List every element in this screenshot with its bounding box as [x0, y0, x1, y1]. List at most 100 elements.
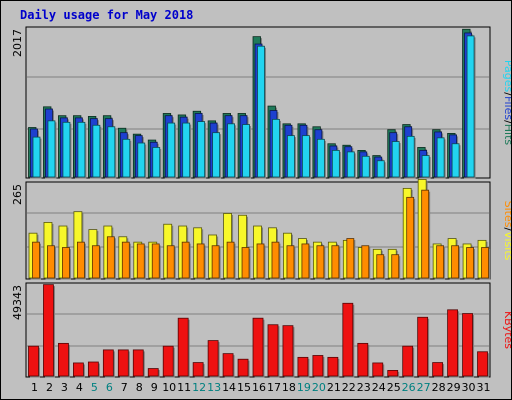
bar-pages-day-4	[77, 121, 86, 178]
bar-kbytes-day-3	[58, 342, 69, 377]
x-tick-label-day-9: 9	[151, 381, 158, 394]
bar-sites-day-26	[406, 196, 415, 279]
bar-sites-day-20	[316, 245, 325, 279]
bar-pages-day-10	[167, 122, 176, 178]
legend-hits-files-pages: Pages/Files/Hits	[502, 60, 511, 146]
bar-sites-day-5	[91, 245, 100, 279]
x-tick-label-day-23: 23	[357, 381, 371, 394]
bar-pages-day-26	[406, 135, 415, 178]
bar-kbytes-day-25	[387, 370, 399, 377]
x-tick-label-day-4: 4	[76, 381, 83, 394]
bar-kbytes-day-7	[117, 349, 129, 377]
bar-pages-day-5	[92, 124, 101, 178]
x-tick-label-day-19: 19	[297, 381, 311, 394]
bar-kbytes-day-17	[267, 324, 279, 377]
bar-pages-day-11	[182, 122, 191, 178]
x-tick-label-day-11: 11	[177, 381, 191, 394]
bar-kbytes-day-9	[147, 368, 159, 377]
x-tick-label-day-21: 21	[327, 381, 341, 394]
bar-sites-day-27	[421, 189, 430, 279]
bar-sites-day-16	[256, 243, 265, 279]
ymax-label-kbytes: 49343	[11, 285, 24, 320]
bar-kbytes-day-18	[282, 325, 294, 377]
bar-sites-day-11	[181, 241, 190, 279]
bar-sites-day-21	[331, 245, 340, 279]
bar-sites-day-10	[166, 245, 175, 279]
x-tick-label-day-28: 28	[432, 381, 446, 394]
x-tick-label-day-13: 13	[207, 381, 221, 394]
bar-pages-day-29	[451, 143, 460, 178]
bar-pages-day-27	[421, 155, 430, 178]
ymax-label-hits-files-pages: 2017	[11, 29, 24, 57]
legend-entry-sites: Sites	[502, 201, 511, 228]
bar-pages-day-28	[436, 137, 445, 178]
bar-pages-day-3	[62, 121, 71, 178]
bar-pages-day-20	[316, 138, 325, 178]
bar-sites-day-9	[151, 243, 160, 279]
x-tick-label-day-6: 6	[106, 381, 113, 394]
bar-pages-day-13	[212, 132, 221, 178]
x-tick-label-day-27: 27	[417, 381, 431, 394]
bar-kbytes-day-2	[43, 284, 54, 377]
bar-pages-day-12	[197, 121, 206, 178]
bar-sites-day-17	[271, 241, 280, 279]
x-tick-label-day-7: 7	[121, 381, 128, 394]
chart-title: Daily usage for May 2018	[20, 8, 194, 22]
legend-visits-sites: Sites/Visits	[502, 201, 511, 261]
legend-entry-separator-1: /	[502, 92, 511, 96]
bar-sites-day-14	[226, 241, 235, 279]
bar-sites-day-13	[211, 245, 220, 279]
bar-kbytes-day-31	[477, 351, 488, 377]
x-tick-label-day-2: 2	[46, 381, 53, 394]
bar-pages-day-14	[227, 123, 235, 178]
bar-pages-day-30	[466, 35, 475, 178]
x-tick-label-day-29: 29	[447, 381, 461, 394]
bar-sites-day-8	[136, 243, 145, 279]
legend-entry-hits: Hits	[502, 124, 511, 146]
bar-sites-day-3	[62, 247, 70, 279]
bar-pages-day-7	[122, 138, 131, 178]
bar-sites-day-18	[286, 245, 295, 279]
bar-sites-day-24	[376, 254, 385, 279]
legend-entry-kbytes: KBytes	[502, 311, 511, 349]
bar-kbytes-day-10	[162, 345, 174, 377]
bar-kbytes-day-23	[357, 342, 369, 377]
bar-kbytes-day-26	[402, 345, 414, 377]
bar-sites-day-15	[241, 247, 250, 279]
legend-entry-visits: Visits	[502, 231, 511, 260]
bar-kbytes-day-22	[342, 302, 354, 377]
bar-sites-day-31	[481, 247, 489, 279]
bar-kbytes-day-12	[192, 362, 204, 377]
x-tick-label-day-10: 10	[162, 381, 176, 394]
bar-kbytes-day-21	[327, 356, 339, 377]
bar-sites-day-22	[346, 238, 355, 279]
bar-kbytes-day-29	[447, 309, 458, 377]
x-tick-label-day-18: 18	[282, 381, 296, 394]
bar-sites-day-1	[32, 241, 40, 279]
bar-pages-day-2	[47, 120, 56, 178]
bar-kbytes-day-16	[252, 317, 264, 377]
x-tick-label-day-15: 15	[237, 381, 251, 394]
bar-kbytes-day-20	[312, 355, 324, 377]
bar-pages-day-18	[287, 135, 295, 178]
bar-kbytes-day-4	[73, 362, 84, 377]
legend-entry-pages: Pages	[502, 60, 511, 93]
x-tick-label-day-22: 22	[342, 381, 356, 394]
x-tick-label-day-1: 1	[31, 381, 38, 394]
x-tick-label-day-16: 16	[252, 381, 266, 394]
bar-kbytes-day-8	[132, 349, 144, 377]
bar-pages-day-16	[257, 45, 265, 178]
bar-pages-day-21	[331, 150, 340, 178]
x-tick-label-day-25: 25	[387, 381, 401, 394]
bar-pages-day-15	[242, 124, 250, 178]
bar-pages-day-17	[272, 118, 280, 178]
bar-pages-day-19	[302, 135, 310, 178]
bar-sites-day-2	[47, 245, 55, 279]
bar-kbytes-day-28	[432, 362, 444, 377]
bar-kbytes-day-15	[237, 358, 249, 377]
x-tick-label-day-8: 8	[136, 381, 143, 394]
bar-pages-day-1	[32, 136, 41, 178]
legend-entry-files: Files	[502, 96, 511, 120]
